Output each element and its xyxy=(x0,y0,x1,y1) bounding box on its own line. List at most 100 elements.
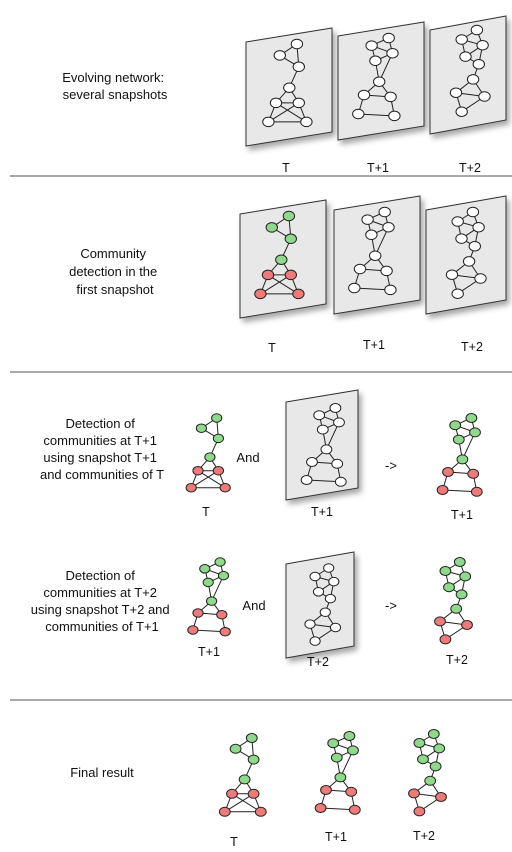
graph-node xyxy=(467,468,480,479)
snapshot-label: T+2 xyxy=(459,161,481,175)
graph-node xyxy=(226,788,238,799)
description-line: communities at T+2 xyxy=(43,585,157,600)
graph-node xyxy=(408,788,420,799)
graph-node xyxy=(470,24,484,36)
graph-node xyxy=(212,433,224,444)
graph-node xyxy=(413,806,426,817)
graph-node xyxy=(445,269,459,280)
graph-node xyxy=(472,221,485,233)
graph-node xyxy=(211,413,223,423)
section-3-description: Detection of communities at T+1 using sn… xyxy=(40,416,164,482)
graph-node xyxy=(427,729,440,739)
description-line: several snapshots xyxy=(63,87,168,102)
network-graph xyxy=(187,557,231,637)
network-graph xyxy=(434,557,473,645)
description-line: Final result xyxy=(70,765,134,780)
description-line: Community xyxy=(80,246,146,261)
graph-node xyxy=(319,607,331,617)
snapshot-label: T+1 xyxy=(451,508,473,522)
graph-node xyxy=(320,785,332,795)
graph-node xyxy=(384,284,397,296)
graph-node xyxy=(455,233,468,244)
section-4-description: Detection of communities at T+2 using sn… xyxy=(31,568,174,634)
snapshot-panel xyxy=(429,15,507,135)
graph-edge xyxy=(275,102,307,123)
description-line: Detection of xyxy=(66,568,136,583)
graph-node xyxy=(334,476,347,487)
graph-node xyxy=(330,752,343,763)
graph-node xyxy=(453,557,466,567)
network-graphs xyxy=(185,24,491,817)
arrow-symbol: -> xyxy=(385,458,397,473)
snapshot-label: T+1 xyxy=(363,338,385,352)
snapshot-label: T xyxy=(268,341,276,355)
graph-node xyxy=(429,761,442,772)
graph-node xyxy=(357,89,371,101)
snapshot-label: T xyxy=(202,505,210,519)
graph-node xyxy=(470,486,483,497)
graph-node xyxy=(373,76,386,87)
graph-node xyxy=(455,589,468,600)
graph-node xyxy=(450,603,463,614)
graph-node xyxy=(413,738,426,748)
graph-node xyxy=(292,288,305,300)
graph-node xyxy=(461,620,473,630)
graph-node xyxy=(468,240,481,252)
description-line: Detection of xyxy=(66,416,136,431)
graph-node xyxy=(386,47,399,59)
graph-node xyxy=(380,265,393,277)
graph-node xyxy=(462,256,476,267)
and-word: And xyxy=(242,598,265,613)
graph-node xyxy=(436,485,449,495)
and-word: And xyxy=(236,450,259,465)
graph-node xyxy=(442,467,454,477)
snapshot-label: T+2 xyxy=(446,653,468,667)
graph-node xyxy=(449,87,463,98)
description-line: using snapshot T+2 and xyxy=(31,602,170,617)
graph-node xyxy=(329,622,342,633)
graph-node xyxy=(345,786,358,797)
graph-node xyxy=(465,413,478,423)
network-graph xyxy=(445,206,487,299)
graph-node xyxy=(320,444,333,455)
graph-node xyxy=(443,582,455,593)
graph-node xyxy=(254,806,267,817)
graph-node xyxy=(261,269,275,281)
section-2-description: Community detection in the first snapsho… xyxy=(69,246,161,297)
graph-edge xyxy=(190,470,219,489)
graph-node xyxy=(316,424,329,435)
graph-node xyxy=(284,233,297,245)
graph-node xyxy=(476,39,489,51)
network-graph xyxy=(300,403,347,487)
graph-node xyxy=(388,110,401,122)
snapshot-label: T+2 xyxy=(461,340,483,354)
graph-node xyxy=(365,40,378,51)
description-line: first snapshot xyxy=(76,282,154,297)
graph-node xyxy=(329,403,342,413)
graph-node xyxy=(202,577,214,588)
graph-node xyxy=(206,596,218,606)
network-graph xyxy=(352,32,401,122)
graph-node xyxy=(219,482,231,493)
graph-node xyxy=(323,563,335,573)
graph-node xyxy=(333,417,345,428)
graph-node xyxy=(455,34,468,45)
description-line: communities at T+1 xyxy=(43,433,157,448)
graph-node xyxy=(192,608,204,618)
graph-node xyxy=(327,738,340,749)
graph-node xyxy=(474,273,487,284)
network-graph xyxy=(185,413,231,493)
network-graph xyxy=(348,206,397,296)
graph-node xyxy=(439,634,452,645)
graph-node xyxy=(199,564,211,574)
graph-node xyxy=(433,743,446,754)
graph-node xyxy=(218,806,231,817)
graph-node xyxy=(382,221,395,233)
graph-node xyxy=(309,571,321,582)
graph-node xyxy=(459,571,472,582)
snapshot-label: T+2 xyxy=(307,655,329,669)
network-graph xyxy=(218,733,267,817)
graph-node xyxy=(283,82,296,93)
